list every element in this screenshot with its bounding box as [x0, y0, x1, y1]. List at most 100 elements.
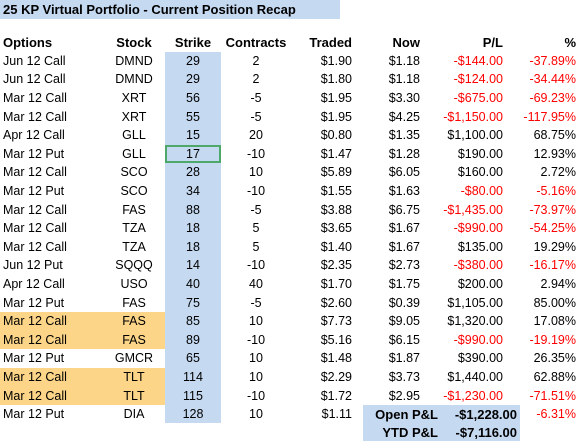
contracts-cell[interactable]: -5 [250, 202, 262, 217]
option-cell[interactable]: Mar 12 Call [0, 386, 103, 405]
traded-cell[interactable]: $1.11 [321, 407, 352, 422]
option-cell[interactable]: Mar 12 Call [3, 165, 67, 180]
traded-cell[interactable]: $0.80 [320, 128, 352, 143]
contracts-cell[interactable]: -5 [250, 91, 262, 106]
now-cell[interactable]: $1.18 [388, 53, 420, 68]
stock-cell[interactable]: XRT [121, 109, 147, 124]
traded-cell[interactable]: $5.16 [320, 332, 352, 347]
now-cell[interactable]: $3.73 [388, 369, 420, 384]
stock-cell[interactable]: GLL [122, 128, 146, 143]
option-cell[interactable]: Mar 12 Put [3, 295, 65, 310]
contracts-cell[interactable]: -5 [250, 109, 262, 124]
percent-cell[interactable]: -6.31% [536, 407, 576, 422]
percent-cell[interactable]: 12.93% [533, 146, 576, 161]
option-cell[interactable]: Apr 12 Call [3, 277, 65, 292]
percent-cell[interactable]: 26.35% [533, 351, 576, 366]
traded-cell[interactable]: $1.47 [320, 146, 352, 161]
pl-cell[interactable]: -$380.00 [453, 258, 503, 273]
traded-cell[interactable]: $3.65 [320, 221, 352, 236]
pl-cell[interactable]: $1,320.00 [447, 314, 503, 329]
percent-cell[interactable]: -73.97% [529, 202, 576, 217]
now-cell[interactable]: $0.39 [388, 295, 420, 310]
strike-cell[interactable]: 15 [165, 125, 221, 145]
option-cell[interactable]: Mar 12 Call [3, 221, 67, 236]
strike-cell[interactable]: 89 [165, 330, 221, 350]
percent-cell[interactable]: 62.88% [533, 369, 576, 384]
now-cell[interactable]: $6.05 [388, 165, 420, 180]
now-cell[interactable]: $1.87 [388, 351, 420, 366]
now-cell[interactable]: $1.75 [388, 277, 420, 292]
strike-cell[interactable]: 40 [165, 274, 221, 294]
now-cell[interactable]: $2.95 [388, 388, 420, 403]
pl-cell[interactable]: -$1,435.00 [443, 202, 503, 217]
option-cell[interactable]: Mar 12 Put [3, 184, 65, 199]
stock-cell[interactable]: USO [120, 277, 148, 292]
strike-cell[interactable]: 29 [165, 51, 221, 71]
pl-cell[interactable]: -$1,150.00 [443, 109, 503, 124]
percent-cell[interactable]: 2.94% [540, 277, 576, 292]
pl-cell[interactable]: -$990.00 [453, 221, 503, 236]
header-stock[interactable]: Stock [116, 34, 152, 50]
traded-cell[interactable]: $1.95 [320, 109, 352, 124]
contracts-cell[interactable]: 2 [252, 53, 260, 68]
percent-cell[interactable]: -69.23% [529, 91, 576, 106]
contracts-cell[interactable]: 5 [252, 221, 260, 236]
percent-cell[interactable]: -37.89% [529, 53, 576, 68]
option-cell[interactable]: Mar 12 Call [3, 239, 67, 254]
option-cell[interactable]: Mar 12 Call [0, 367, 103, 387]
option-cell[interactable]: Mar 12 Call [3, 91, 67, 106]
percent-cell[interactable]: -71.51% [529, 388, 576, 403]
percent-cell[interactable]: -34.44% [529, 72, 576, 87]
header-contracts[interactable]: Contracts [225, 34, 287, 50]
now-cell[interactable]: $6.15 [388, 332, 420, 347]
header-strike[interactable]: Strike [174, 34, 212, 50]
contracts-cell[interactable]: 2 [252, 72, 260, 87]
strike-cell[interactable]: 55 [165, 107, 221, 126]
contracts-cell[interactable]: 10 [249, 165, 263, 180]
now-cell[interactable]: $1.35 [388, 128, 420, 143]
option-cell[interactable]: Mar 12 Call [0, 311, 103, 331]
header-percent[interactable]: % [564, 34, 576, 50]
now-cell[interactable]: $1.63 [388, 184, 420, 199]
traded-cell[interactable]: $1.95 [320, 91, 352, 106]
strike-cell[interactable]: 18 [165, 237, 221, 257]
contracts-cell[interactable]: 10 [249, 351, 263, 366]
strike-cell[interactable]: 34 [165, 181, 221, 201]
option-cell[interactable]: Jun 12 Put [3, 258, 63, 273]
contracts-cell[interactable]: 20 [249, 128, 263, 143]
now-cell[interactable]: $6.75 [388, 202, 420, 217]
traded-cell[interactable]: $2.29 [320, 369, 352, 384]
strike-cell[interactable]: 75 [165, 293, 221, 312]
header-options[interactable]: Options [3, 34, 53, 50]
contracts-cell[interactable]: -10 [246, 332, 266, 347]
traded-cell[interactable]: $2.35 [320, 258, 352, 273]
percent-cell[interactable]: 68.75% [533, 128, 576, 143]
traded-cell[interactable]: $1.80 [320, 72, 352, 87]
option-cell[interactable]: Mar 12 Call [3, 109, 67, 124]
contracts-cell[interactable]: -5 [250, 295, 262, 310]
percent-cell[interactable]: -54.25% [529, 221, 576, 236]
now-cell[interactable]: $1.67 [388, 239, 420, 254]
percent-cell[interactable]: 19.29% [533, 239, 576, 254]
traded-cell[interactable]: $7.73 [320, 314, 352, 329]
option-cell[interactable]: Jun 12 Call [3, 72, 66, 87]
percent-cell[interactable]: 85.00% [533, 295, 576, 310]
strike-cell[interactable]: 115 [165, 386, 221, 405]
option-cell[interactable]: Mar 12 Call [0, 330, 103, 350]
strike-cell[interactable]: 56 [165, 88, 221, 108]
contracts-cell[interactable]: 10 [249, 314, 263, 329]
stock-cell[interactable]: TZA [122, 221, 146, 236]
option-cell[interactable]: Jun 12 Call [3, 53, 66, 68]
now-cell[interactable]: $3.30 [388, 91, 420, 106]
strike-cell[interactable]: 17 [165, 144, 221, 164]
traded-cell[interactable]: $2.60 [320, 295, 352, 310]
stock-cell[interactable]: GLL [122, 146, 146, 161]
pl-cell[interactable]: $1,105.00 [447, 295, 503, 310]
pl-cell[interactable]: -$124.00 [453, 72, 503, 87]
strike-cell[interactable]: 18 [165, 218, 221, 238]
stock-cell[interactable]: SCO [120, 184, 148, 199]
stock-cell[interactable]: FAS [122, 295, 146, 310]
pl-cell[interactable]: -$144.00 [453, 53, 503, 68]
strike-cell[interactable]: 128 [165, 404, 221, 424]
strike-cell[interactable]: 29 [165, 70, 221, 89]
